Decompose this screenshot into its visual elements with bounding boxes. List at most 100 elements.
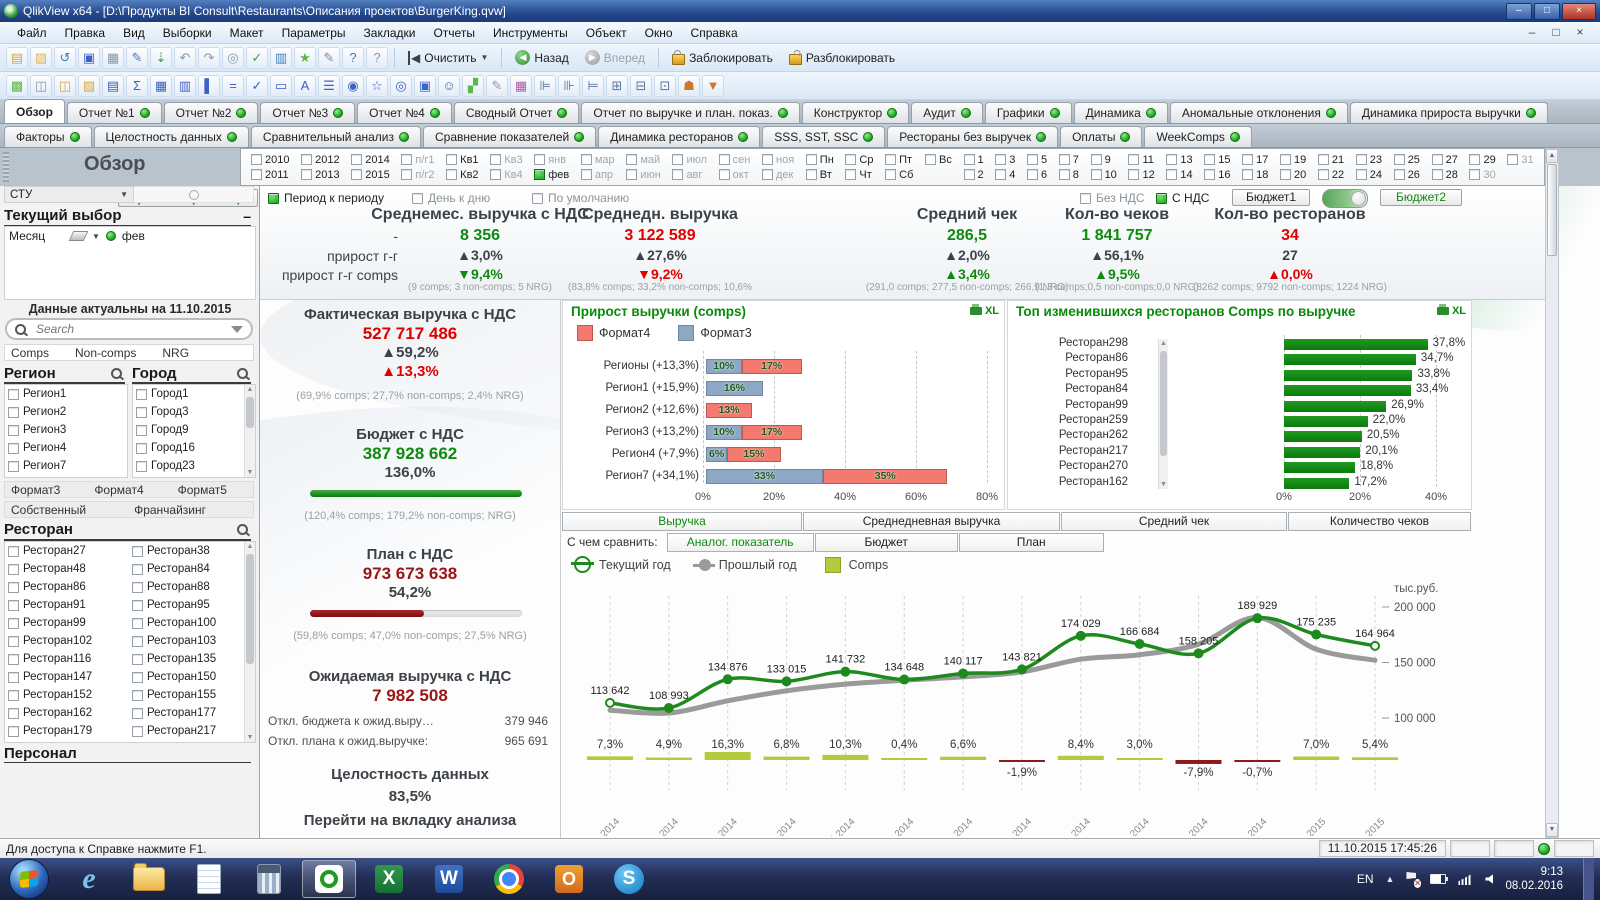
comps-bar[interactable]	[999, 760, 1045, 762]
show-desktop-button[interactable]	[1583, 858, 1594, 900]
filter-checkbox[interactable]: 14	[1166, 168, 1192, 181]
sheet-tab[interactable]: Целостность данных	[94, 126, 249, 147]
forward-button[interactable]: ▶ Вперед	[578, 47, 652, 68]
close-button[interactable]: ×	[1562, 3, 1596, 20]
scroll-down-icon[interactable]: ▼	[1546, 823, 1558, 837]
sheet-tab[interactable]: Сравнение показателей	[423, 126, 596, 147]
scroll-up-icon[interactable]: ▲	[1546, 149, 1558, 163]
list-item[interactable]: Ресторан162	[5, 704, 129, 722]
scroll-thumb[interactable]	[246, 397, 254, 428]
clear-selections-button[interactable]: ◀ Очистить ▼	[401, 48, 495, 68]
add-sheet-icon[interactable]: ▩	[6, 75, 28, 97]
chevron-down-icon[interactable]: ▼	[92, 232, 100, 241]
current-selections-icon[interactable]: ✓	[246, 47, 268, 69]
filter-checkbox[interactable]: 16	[1204, 168, 1230, 181]
format-painter-icon[interactable]: ✎	[486, 75, 508, 97]
user-icon[interactable]: ☗	[678, 75, 700, 97]
sheet-tab[interactable]: Отчет №3	[260, 102, 355, 123]
language-indicator[interactable]: EN	[1357, 872, 1374, 886]
sheet-tab[interactable]: Сравнительный анализ	[251, 126, 421, 147]
data-point[interactable]	[1077, 632, 1085, 640]
filter-checkbox[interactable]: 12	[1128, 168, 1154, 181]
print-icon[interactable]: ▦	[102, 47, 124, 69]
filter-checkbox[interactable]: 29	[1469, 153, 1495, 166]
sheet-tab[interactable]: Факторы	[4, 126, 92, 147]
bar[interactable]	[1284, 431, 1362, 442]
search-box[interactable]	[5, 318, 253, 340]
sheet-tab[interactable]: Динамика ресторанов	[598, 126, 760, 147]
filter-checkbox[interactable]: 25	[1394, 153, 1420, 166]
filter-checkbox[interactable]: 10	[1091, 168, 1117, 181]
list-item[interactable]: Формат4	[94, 483, 143, 497]
comps-bar[interactable]	[1234, 760, 1280, 762]
compare-option[interactable]: Аналог. показатель	[667, 533, 814, 552]
filter-checkbox[interactable]: 2010	[251, 153, 289, 166]
scrollbar[interactable]: ▲ ▼	[244, 542, 255, 742]
start-button[interactable]	[2, 860, 56, 898]
period-mode-radio[interactable]: День к дню	[412, 191, 490, 205]
align-left-icon[interactable]: ⊫	[534, 75, 556, 97]
comps-bar[interactable]	[1117, 758, 1163, 760]
filter-checkbox[interactable]: п/г1	[401, 153, 434, 166]
list-item[interactable]: Город16	[133, 439, 255, 457]
filter-checkbox[interactable]: 27	[1432, 153, 1458, 166]
back-button[interactable]: ◀ Назад	[508, 47, 575, 68]
filter-checkbox[interactable]: окт	[719, 168, 751, 181]
list-item[interactable]: Ресторан103	[129, 632, 245, 650]
filter-checkbox[interactable]: апр	[581, 168, 615, 181]
bar-segment[interactable]: 33%	[706, 469, 823, 484]
text-object-icon[interactable]: A	[294, 75, 316, 97]
list-item[interactable]: Ресторан135	[129, 650, 245, 668]
filter-checkbox[interactable]: ноя	[762, 153, 794, 166]
data-point[interactable]	[1312, 630, 1320, 638]
data-point[interactable]	[1195, 649, 1203, 657]
edit-sheet-icon[interactable]: ✎	[318, 47, 340, 69]
chrome-icon[interactable]	[482, 860, 536, 898]
align-center-icon[interactable]: ⊪	[558, 75, 580, 97]
filter-checkbox[interactable]: 2	[964, 168, 984, 181]
bar[interactable]	[1284, 416, 1368, 427]
current-selection-box-icon[interactable]: ✓	[246, 75, 268, 97]
search-object-icon[interactable]: ◎	[390, 75, 412, 97]
vat-mode-radio[interactable]: С НДС	[1156, 191, 1209, 205]
list-item[interactable]: Формат5	[178, 483, 227, 497]
bar[interactable]	[1284, 370, 1412, 381]
filter-checkbox[interactable]: 19	[1280, 153, 1306, 166]
filter-checkbox[interactable]: 15	[1204, 153, 1230, 166]
data-point[interactable]	[724, 675, 732, 683]
compare-option[interactable]: План	[959, 533, 1104, 552]
comps-bar[interactable]	[646, 758, 692, 760]
bar-segment[interactable]: 35%	[823, 469, 947, 484]
list-item[interactable]: Ресторан27	[5, 542, 129, 560]
list-item[interactable]: Ресторан147	[5, 668, 129, 686]
minimize-button[interactable]: –	[1506, 3, 1532, 20]
minimize-object-icon[interactable]: –	[243, 208, 251, 224]
list-item[interactable]: Ресторан102	[5, 632, 129, 650]
data-point[interactable]	[1018, 665, 1026, 673]
filter-checkbox[interactable]: Ср	[845, 153, 873, 166]
volume-icon[interactable]	[1485, 874, 1493, 884]
filter-checkbox[interactable]: 5	[1027, 153, 1047, 166]
list-item[interactable]: Формат3	[11, 483, 60, 497]
bar[interactable]	[1284, 339, 1428, 350]
compare-option[interactable]: Бюджет	[815, 533, 958, 552]
list-item[interactable]: Регион2	[5, 403, 127, 421]
tray-expand-icon[interactable]: ▲	[1386, 874, 1395, 884]
list-item[interactable]: Город23	[133, 457, 255, 475]
data-point[interactable]	[606, 699, 614, 707]
sheet-tab[interactable]: Отчет №1	[67, 102, 162, 123]
new-document-icon[interactable]: ▤	[6, 47, 28, 69]
filter-checkbox[interactable]: май	[626, 153, 660, 166]
scroll-down-icon[interactable]: ▼	[245, 734, 255, 741]
sheet-tab[interactable]: Динамика	[1074, 102, 1168, 123]
filter-checkbox[interactable]: июл	[672, 153, 707, 166]
list-item[interactable]: Ресторан100	[129, 614, 245, 632]
menu-item[interactable]: Отчеты	[424, 24, 483, 42]
data-point[interactable]	[1253, 614, 1261, 622]
metric-tab[interactable]: Количество чеков	[1288, 512, 1471, 531]
comps-bar[interactable]	[1058, 756, 1104, 760]
data-point[interactable]	[1136, 640, 1144, 648]
reload-icon[interactable]: ↺	[54, 47, 76, 69]
filter-checkbox[interactable]: Вт	[806, 168, 834, 181]
scroll-thumb[interactable]	[1547, 164, 1557, 256]
